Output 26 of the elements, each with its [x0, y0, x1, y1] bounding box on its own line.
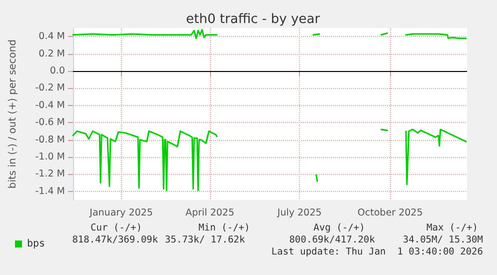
text: Max (-/+): [426, 222, 478, 234]
text: Avg (-/+): [314, 222, 366, 234]
text: 35.73k/ 17.62k: [164, 234, 246, 246]
y-tick-label: 0.2 M: [38, 48, 65, 60]
y-tick-label: 0.4 M: [38, 31, 65, 42]
y-tick-label: -0.6 M: [35, 117, 65, 128]
x-tick-label: July 2025: [276, 208, 322, 218]
y-tick-label: -0.2 M: [35, 82, 65, 94]
y-tick-label: -0.4 M: [35, 100, 65, 111]
legend-label: bps: [27, 238, 46, 250]
text: 818.47k/369.09k: [72, 234, 158, 246]
x-tick-label: January 2025: [88, 208, 153, 218]
text: 34.05M/ 15.30M: [402, 234, 484, 246]
y-tick-label: 0.0: [50, 66, 65, 76]
y-tick-label: -1.2 M: [35, 168, 65, 180]
y-axis-title: bits in (-) / out (+) per second: [8, 39, 18, 189]
x-tick-label: October 2025: [358, 208, 423, 218]
y-tick-label: -1.0 M: [35, 152, 65, 162]
text: Cur (-/+): [90, 222, 142, 234]
text: Last update: Thu Jan 1 03:40:00 2026: [271, 246, 484, 258]
x-tick-label: April 2025: [185, 208, 234, 218]
y-tick-label: -0.8 M: [35, 134, 65, 146]
text: Min (-/+): [198, 222, 250, 234]
chart-title: eth0 traffic - by year: [186, 12, 321, 27]
y-tick-label: -1.4 M: [35, 186, 65, 197]
text: 800.69k/417.20k: [289, 234, 376, 246]
